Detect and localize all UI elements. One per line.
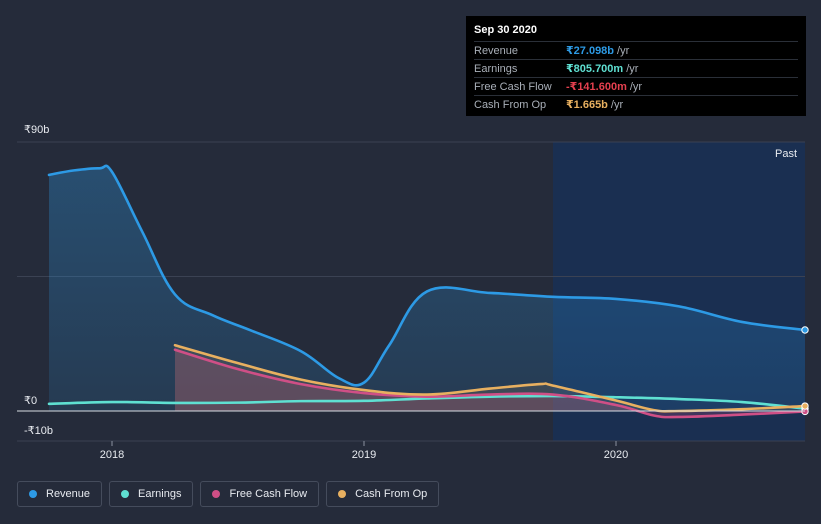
series-line-free-cash-flow: [173, 348, 807, 419]
tooltip-date: Sep 30 2020: [474, 24, 537, 36]
tooltip-row-revenue: Revenue ₹27.098b /yr: [474, 41, 798, 59]
tooltip-row-earnings: Earnings ₹805.700m /yr: [474, 59, 798, 77]
legend-dot-icon: [212, 490, 221, 498]
tooltip-value: -₹141.600m: [566, 81, 627, 93]
legend-item-revenue[interactable]: Revenue: [17, 481, 103, 507]
series-end-point-cash-from-op: [801, 402, 809, 410]
tooltip-panel: Sep 30 2020 Revenue ₹27.098b /yr Earning…: [466, 16, 806, 116]
tooltip-value: ₹805.700m: [566, 63, 624, 75]
tooltip-label: Free Cash Flow: [474, 80, 552, 93]
tooltip-label: Cash From Op: [474, 98, 547, 111]
series-line-earnings: [47, 394, 807, 410]
tooltip-unit: /yr: [626, 62, 639, 75]
legend-item-earnings[interactable]: Earnings: [109, 481, 194, 507]
legend-dot-icon: [29, 490, 37, 498]
tooltip-row-cash-from-op: Cash From Op ₹1.665b /yr: [474, 95, 798, 113]
x-tick-label: 2019: [352, 449, 376, 461]
past-label: Past: [775, 148, 797, 160]
legend-label: Earnings: [138, 488, 182, 500]
legend: Revenue Earnings Free Cash Flow Cash Fro…: [17, 481, 440, 507]
legend-dot-icon: [338, 490, 347, 498]
legend-dot-icon: [121, 490, 130, 498]
series-line-revenue: [47, 164, 807, 387]
tooltip-unit: /yr: [617, 44, 630, 57]
legend-label: Cash From Op: [355, 488, 428, 500]
y-tick-label: -₹10b: [24, 425, 53, 437]
tooltip-label: Earnings: [474, 62, 518, 75]
series-area-cash-from-op: [175, 345, 805, 412]
series-end-point-revenue: [801, 326, 809, 334]
y-tick-label: ₹0: [24, 395, 37, 407]
tooltip-value: ₹1.665b: [566, 99, 608, 111]
legend-label: Revenue: [46, 488, 91, 500]
x-tick-label: 2018: [100, 449, 124, 461]
y-tick-label: ₹90b: [24, 124, 49, 136]
tooltip-label: Revenue: [474, 44, 519, 57]
tooltip-row-free-cash-flow: Free Cash Flow -₹141.600m /yr: [474, 77, 798, 95]
series-area-revenue: [49, 165, 805, 411]
x-tick-label: 2020: [604, 449, 628, 461]
legend-item-free-cash-flow[interactable]: Free Cash Flow: [200, 481, 320, 507]
tooltip-unit: /yr: [629, 80, 643, 93]
legend-label: Free Cash Flow: [229, 488, 308, 500]
legend-item-cash-from-op[interactable]: Cash From Op: [326, 481, 440, 507]
tooltip-unit: /yr: [610, 98, 624, 111]
tooltip-value: ₹27.098b: [566, 45, 615, 57]
